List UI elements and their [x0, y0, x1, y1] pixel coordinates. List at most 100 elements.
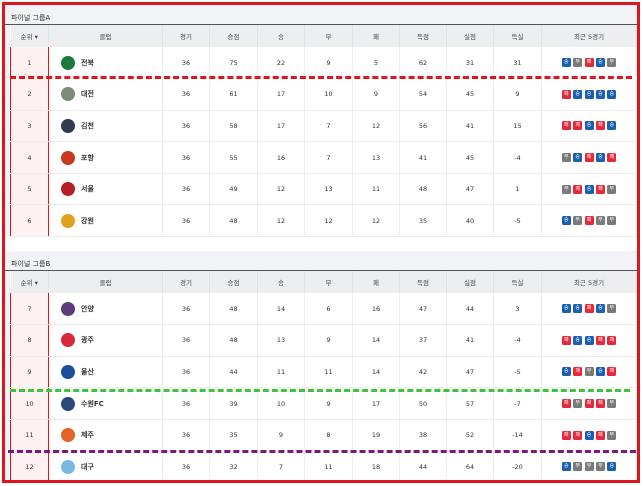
column-header[interactable]: 순위 ▾ — [10, 25, 49, 47]
stat-l: 13 — [352, 141, 400, 174]
stat-gf: 50 — [399, 387, 447, 420]
club-logo-icon — [61, 301, 75, 316]
club-name[interactable]: 포항 — [81, 153, 94, 162]
club-cell[interactable]: 김천 — [48, 110, 163, 143]
form-badge: 승 — [561, 462, 571, 472]
form-badge: 무 — [595, 216, 605, 226]
club-cell[interactable]: 포항 — [48, 141, 163, 174]
column-header: 승 — [257, 271, 305, 293]
stat-pts: 32 — [209, 450, 258, 484]
stat-gd: 1 — [493, 173, 542, 206]
form-badge: 승 — [584, 89, 594, 99]
club-cell[interactable]: 제주 — [48, 419, 163, 452]
stat-gf: 42 — [399, 356, 447, 389]
club-name[interactable]: 안양 — [81, 304, 94, 313]
column-header: 경기 — [162, 271, 210, 293]
group-b-title: 파이널 그룹B — [5, 251, 637, 271]
column-header[interactable]: 순위 ▾ — [10, 271, 49, 293]
club-name[interactable]: 광주 — [81, 336, 94, 345]
stat-gd: 31 — [493, 47, 542, 80]
table-row[interactable]: 3 김천 36 58 17 7 12 56 41 15 패 패 승 패 승 — [10, 110, 637, 143]
stat-w: 12 — [257, 204, 305, 238]
club-cell[interactable]: 서울 — [48, 173, 163, 206]
table-row[interactable]: 1 전북 36 75 22 9 5 62 31 31 승 무 패 승 무 — [10, 47, 637, 80]
form-badge: 패 — [595, 184, 605, 194]
stat-ga: 64 — [446, 450, 494, 484]
table-row[interactable]: 4 포항 36 55 16 7 13 41 45 -4 무 승 패 승 패 — [10, 141, 637, 174]
club-cell[interactable]: 강원 — [48, 204, 163, 238]
stat-gd: -5 — [493, 204, 542, 238]
club-name[interactable]: 대구 — [81, 462, 94, 471]
club-cell[interactable]: 광주 — [48, 324, 163, 357]
form-badge: 패 — [561, 121, 571, 131]
table-row[interactable]: 7 안양 36 48 14 6 16 47 44 3 승 승 패 승 무 — [10, 293, 637, 326]
stat-gf: 37 — [399, 324, 447, 357]
table-row[interactable]: 2 대전 36 61 17 10 9 54 45 9 패 승 승 승 승 — [10, 78, 637, 111]
form-badge: 무 — [573, 462, 583, 472]
club-cell[interactable]: 울산 — [48, 356, 163, 389]
column-header: 패 — [352, 25, 400, 47]
club-cell[interactable]: 대전 — [48, 78, 163, 111]
group-a-title: 파이널 그룹A — [5, 5, 637, 25]
form-badge: 승 — [607, 121, 617, 131]
table-row[interactable]: 5 서울 36 49 12 13 11 48 47 1 무 패 승 패 무 — [10, 173, 637, 206]
stat-gp: 36 — [162, 387, 210, 420]
club-logo-icon — [61, 87, 75, 102]
stat-gp: 36 — [162, 47, 210, 80]
table-row[interactable]: 8 광주 36 48 13 9 14 37 41 -4 패 승 승 패 패 — [10, 324, 637, 357]
form-badge: 승 — [595, 89, 605, 99]
stat-ga: 40 — [446, 204, 494, 238]
table-row[interactable]: 10 수원FC 36 39 10 9 17 50 57 -7 패 무 패 패 무 — [10, 387, 637, 420]
stat-ga: 41 — [446, 324, 494, 357]
form-badge: 패 — [573, 430, 583, 440]
stat-ga: 41 — [446, 110, 494, 143]
club-name[interactable]: 김천 — [81, 121, 94, 130]
form-badge: 패 — [607, 367, 617, 377]
column-header: 클럽 — [48, 271, 163, 293]
club-cell[interactable]: 수원FC — [48, 387, 163, 420]
column-header: 패 — [352, 271, 400, 293]
form-badge: 패 — [573, 184, 583, 194]
form-badge: 무 — [561, 184, 571, 194]
stat-w: 10 — [257, 387, 305, 420]
club-name[interactable]: 수원FC — [81, 399, 104, 408]
form-badge: 패 — [584, 58, 594, 68]
stat-d: 8 — [304, 419, 353, 452]
form-badge: 패 — [584, 399, 594, 409]
club-name[interactable]: 울산 — [81, 367, 94, 376]
stat-l: 17 — [352, 387, 400, 420]
form-badge: 무 — [573, 399, 583, 409]
table-row[interactable]: 11 제주 36 35 9 8 19 38 52 -14 패 패 승 패 무 — [10, 419, 637, 452]
table-row[interactable]: 12 대구 36 32 7 11 18 44 64 -20 승 무 무 무 승 — [10, 450, 637, 484]
group-a-section: 파이널 그룹A 순위 ▾ 클럽 경기 승점 승 무 패 득점 실점 득실 최근 5경기 1 전북 36 75… — [5, 5, 637, 238]
club-logo-icon — [61, 364, 75, 379]
club-logo-icon — [61, 118, 75, 133]
club-name[interactable]: 강원 — [81, 216, 94, 225]
club-name[interactable]: 제주 — [81, 431, 94, 440]
stat-gf: 56 — [399, 110, 447, 143]
rank-cell: 11 — [10, 419, 49, 452]
club-cell[interactable]: 전북 — [48, 47, 163, 80]
form-badge: 패 — [595, 399, 605, 409]
stat-ga: 47 — [446, 356, 494, 389]
stat-d: 7 — [304, 141, 353, 174]
form-badge: 패 — [595, 335, 605, 345]
form-badge: 승 — [595, 58, 605, 68]
stat-w: 7 — [257, 450, 305, 484]
club-name[interactable]: 대전 — [81, 90, 94, 99]
stat-gd: -14 — [493, 419, 542, 452]
club-name[interactable]: 서울 — [81, 185, 94, 194]
red-cutoff-line — [10, 76, 632, 79]
stat-l: 12 — [352, 110, 400, 143]
club-cell[interactable]: 안양 — [48, 293, 163, 326]
club-name[interactable]: 전북 — [81, 58, 94, 67]
stat-gp: 36 — [162, 141, 210, 174]
column-header: 클럽 — [48, 25, 163, 47]
table-row[interactable]: 9 울산 36 44 11 11 14 42 47 -5 승 패 무 승 패 — [10, 356, 637, 389]
stat-w: 13 — [257, 324, 305, 357]
club-cell[interactable]: 대구 — [48, 450, 163, 484]
table-row[interactable]: 6 강원 36 48 12 12 12 35 40 -5 승 무 패 무 무 — [10, 204, 637, 238]
